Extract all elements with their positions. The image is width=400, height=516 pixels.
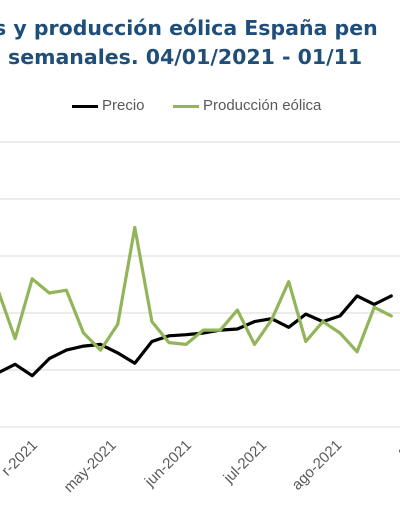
series-eolica-line [0, 225, 393, 354]
legend-swatch-precio [72, 105, 98, 108]
x-tick-label: may-2021 [61, 437, 120, 496]
x-tick-label: r-2021 [0, 437, 41, 480]
series-precio-line [0, 294, 393, 378]
legend-label-eolica: Producción eólica [203, 97, 322, 114]
x-tick-label: se [394, 437, 400, 460]
chart-title: s y producción eólica España pen semanal… [0, 14, 400, 72]
x-tick-label: jul-2021 [220, 437, 270, 487]
x-tick-label: ago-2021 [289, 437, 346, 494]
legend-label-precio: Precio [102, 97, 145, 114]
legend-swatch-eolica [173, 105, 199, 108]
chart-title-line-1: s y producción eólica España pen [0, 16, 378, 40]
x-tick-label: jun-2021 [141, 437, 195, 491]
chart-title-line-2: semanales. 04/01/2021 - 01/11 [8, 45, 363, 69]
